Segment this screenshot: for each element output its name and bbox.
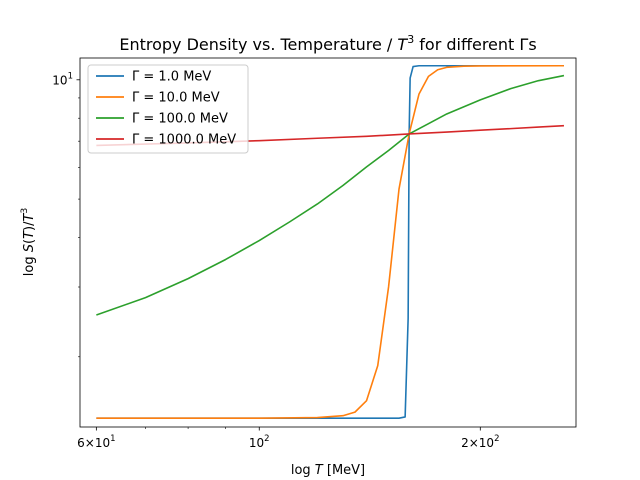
ylabel-sup: 3 — [20, 208, 30, 214]
legend-label-4: Γ = 1000.0 MeV — [132, 133, 236, 148]
title-prefix: Entropy Density vs. Temperature / — [119, 35, 397, 54]
ylabel-open: ( — [22, 239, 37, 244]
y-tick-label: 101 — [52, 71, 73, 87]
x-axis-label: log T [MeV] — [291, 463, 365, 478]
y-axis-label: log S(T)/T3 — [20, 208, 37, 276]
ylabel-s: S — [22, 244, 37, 252]
xlabel-fn: log — [291, 463, 315, 478]
ylabel-fn: log — [22, 252, 37, 276]
title-var: T — [397, 35, 408, 54]
legend-frame — [87, 64, 249, 154]
legend-label-1: Γ = 1.0 MeV — [132, 70, 211, 85]
ylabel-t1: T — [22, 230, 37, 239]
ylabel-t2: T — [22, 212, 37, 221]
x-tick-label: 6×101 — [77, 434, 115, 450]
xlabel-unit: [MeV] — [323, 463, 365, 478]
ylabel-close: )/ — [22, 221, 37, 231]
xlabel-var: T — [315, 463, 324, 478]
title-suffix: for different Γs — [414, 35, 536, 54]
x-tick-label: 102 — [249, 434, 270, 450]
series-line-2 — [96, 64, 564, 419]
plot-frame — [79, 57, 577, 428]
legend: Γ = 1.0 MeV Γ = 10.0 MeV Γ = 100.0 MeV Γ = … — [87, 64, 249, 154]
title-sup: 3 — [407, 33, 414, 46]
series-line-3 — [96, 74, 565, 316]
x-tick-label: 2×102 — [461, 434, 499, 450]
legend-label-2: Γ = 10.0 MeV — [132, 91, 220, 106]
legend-items: Γ = 1.0 MeV Γ = 10.0 MeV Γ = 100.0 MeV Γ = … — [96, 70, 236, 148]
ticks-layer: 6×101 102 2×102 101 — [52, 71, 499, 450]
chart-title: Entropy Density vs. Temperature / T3 for… — [119, 33, 536, 54]
legend-label-3: Γ = 100.0 MeV — [132, 112, 228, 127]
